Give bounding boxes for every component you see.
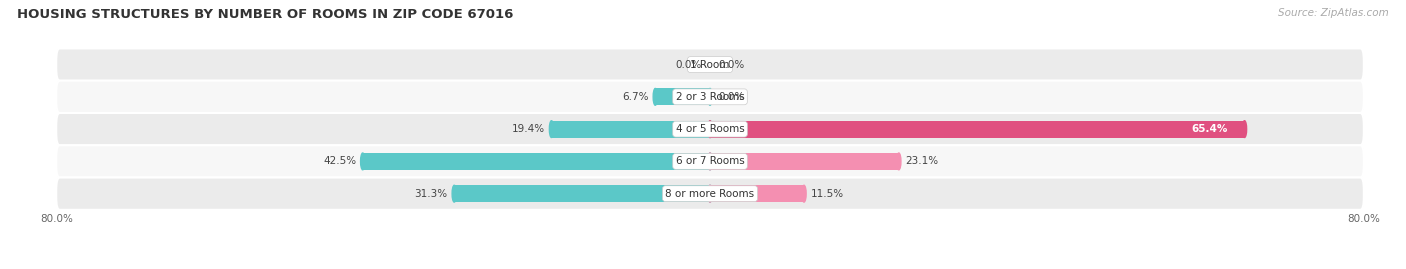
Text: 0.0%: 0.0% <box>676 59 702 70</box>
Bar <box>710 121 1244 137</box>
Bar <box>655 89 710 105</box>
Circle shape <box>801 185 806 202</box>
Text: 11.5%: 11.5% <box>810 189 844 199</box>
Bar <box>551 121 710 137</box>
Circle shape <box>550 121 554 137</box>
Text: 31.3%: 31.3% <box>415 189 447 199</box>
Circle shape <box>707 121 713 137</box>
Text: 0.0%: 0.0% <box>718 59 744 70</box>
Circle shape <box>897 153 901 170</box>
Text: 8 or more Rooms: 8 or more Rooms <box>665 189 755 199</box>
Circle shape <box>707 89 713 105</box>
Text: 0.0%: 0.0% <box>718 92 744 102</box>
Text: 6.7%: 6.7% <box>623 92 648 102</box>
Bar <box>363 153 710 170</box>
Circle shape <box>453 185 457 202</box>
Text: 2 or 3 Rooms: 2 or 3 Rooms <box>676 92 744 102</box>
Text: 23.1%: 23.1% <box>905 156 938 167</box>
Circle shape <box>707 185 713 202</box>
Text: 65.4%: 65.4% <box>1192 124 1229 134</box>
Bar <box>710 185 804 202</box>
Text: 6 or 7 Rooms: 6 or 7 Rooms <box>676 156 744 167</box>
FancyBboxPatch shape <box>56 145 1364 178</box>
FancyBboxPatch shape <box>56 113 1364 145</box>
Text: Source: ZipAtlas.com: Source: ZipAtlas.com <box>1278 8 1389 18</box>
Circle shape <box>1243 121 1247 137</box>
Bar <box>710 153 898 170</box>
Circle shape <box>707 153 713 170</box>
FancyBboxPatch shape <box>56 178 1364 210</box>
Circle shape <box>707 185 713 202</box>
Text: 1 Room: 1 Room <box>690 59 730 70</box>
Circle shape <box>360 153 364 170</box>
Circle shape <box>707 121 713 137</box>
FancyBboxPatch shape <box>56 81 1364 113</box>
FancyBboxPatch shape <box>56 48 1364 81</box>
Circle shape <box>654 89 658 105</box>
Bar <box>454 185 710 202</box>
Text: 4 or 5 Rooms: 4 or 5 Rooms <box>676 124 744 134</box>
Text: HOUSING STRUCTURES BY NUMBER OF ROOMS IN ZIP CODE 67016: HOUSING STRUCTURES BY NUMBER OF ROOMS IN… <box>17 8 513 21</box>
Circle shape <box>707 153 713 170</box>
Text: 42.5%: 42.5% <box>323 156 356 167</box>
Text: 19.4%: 19.4% <box>512 124 546 134</box>
